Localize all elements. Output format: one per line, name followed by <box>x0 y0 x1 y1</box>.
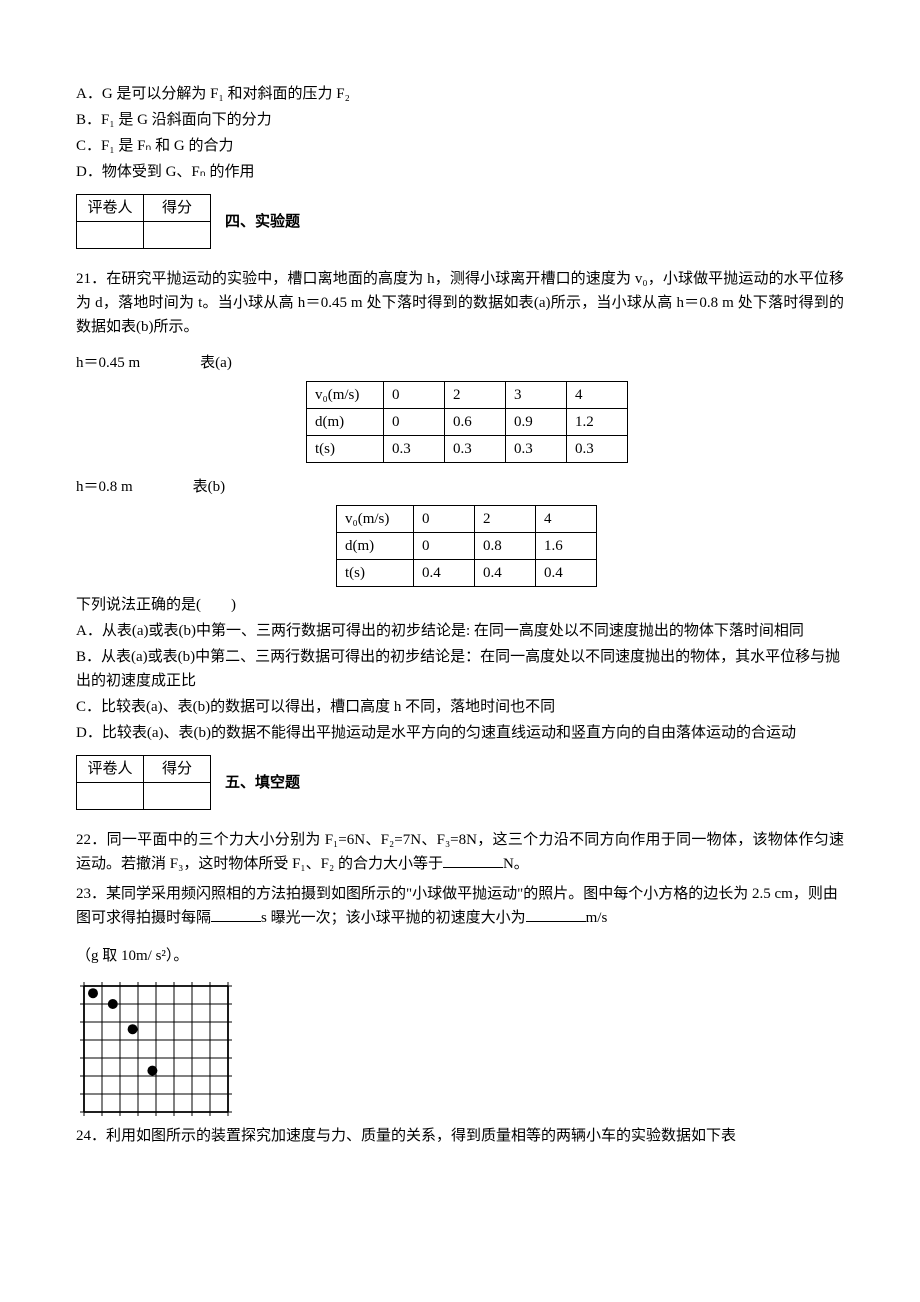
cell: 0.3 <box>567 436 628 463</box>
cell: 2 <box>445 382 506 409</box>
cell: t(s) <box>337 560 414 587</box>
score-col-reviewer: 评卷人 <box>77 756 144 783</box>
q21-number: 21． <box>76 271 106 287</box>
cell: 0.6 <box>445 409 506 436</box>
cell: d(m) <box>307 409 384 436</box>
q20-opt-b: B．F₁ 是 G 沿斜面向下的分力 <box>76 108 844 132</box>
cell: 0.3 <box>445 436 506 463</box>
cell: 0.4 <box>414 560 475 587</box>
cell: 3 <box>506 382 567 409</box>
cell: 0 <box>414 533 475 560</box>
q21-table-b-label: h＝0.8 m 表(b) <box>76 475 844 499</box>
cell: v₀(m/s) <box>307 382 384 409</box>
cell: 0.3 <box>384 436 445 463</box>
cell: v₀(m/s) <box>337 506 414 533</box>
q23-figure <box>76 978 236 1120</box>
table-row: v₀(m/s) 0 2 3 4 <box>307 382 628 409</box>
q20-opt-c: C．F₁ 是 Fₙ 和 G 的合力 <box>76 134 844 158</box>
table-row: d(m) 0 0.8 1.6 <box>337 533 597 560</box>
q23-blank-2[interactable] <box>526 906 586 922</box>
cell: 4 <box>536 506 597 533</box>
q20-opt-a: A．G 是可以分解为 F₁ 和对斜面的压力 F₂ <box>76 82 844 106</box>
q21-opt-b: B．从表(a)或表(b)中第二、三两行数据可得出的初步结论是：在同一高度处以不同… <box>76 645 844 693</box>
score-cell-empty <box>77 222 144 249</box>
cell: 1.6 <box>536 533 597 560</box>
section-5-title: 五、填空题 <box>225 771 300 795</box>
q22: 22．同一平面中的三个力大小分别为 F₁=6N、F₂=7N、F₃=8N，这三个力… <box>76 828 844 876</box>
q22-number: 22． <box>76 832 107 848</box>
q24-number: 24． <box>76 1128 106 1144</box>
q20-opt-d: D．物体受到 G、Fₙ 的作用 <box>76 160 844 184</box>
section-4-header: 评卷人 得分 四、实验题 <box>76 194 844 249</box>
table-row: t(s) 0.3 0.3 0.3 0.3 <box>307 436 628 463</box>
score-cell-empty <box>77 783 144 810</box>
cell: 4 <box>567 382 628 409</box>
table-row: t(s) 0.4 0.4 0.4 <box>337 560 597 587</box>
score-col-score: 得分 <box>144 756 211 783</box>
q20-options: A．G 是可以分解为 F₁ 和对斜面的压力 F₂ B．F₁ 是 G 沿斜面向下的… <box>76 82 844 184</box>
cell: 2 <box>475 506 536 533</box>
cell: 0.3 <box>506 436 567 463</box>
score-col-score: 得分 <box>144 195 211 222</box>
cell: 1.2 <box>567 409 628 436</box>
cell: 0.9 <box>506 409 567 436</box>
q21-opt-a: A．从表(a)或表(b)中第一、三两行数据可得出的初步结论是: 在同一高度处以不… <box>76 619 844 643</box>
q24: 24．利用如图所示的装置探究加速度与力、质量的关系，得到质量相等的两辆小车的实验… <box>76 1124 844 1148</box>
q21-table-b: v₀(m/s) 0 2 4 d(m) 0 0.8 1.6 t(s) 0.4 0.… <box>336 505 597 587</box>
q23: 23．某同学采用频闪照相的方法拍摄到如图所示的"小球做平抛运动"的照片。图中每个… <box>76 882 844 930</box>
section-4-title: 四、实验题 <box>225 210 300 234</box>
cell: 0.4 <box>536 560 597 587</box>
score-col-reviewer: 评卷人 <box>77 195 144 222</box>
score-table-5: 评卷人 得分 <box>76 755 211 810</box>
table-row: d(m) 0 0.6 0.9 1.2 <box>307 409 628 436</box>
cell: 0 <box>414 506 475 533</box>
q21-text: 在研究平抛运动的实验中，槽口离地面的高度为 h，测得小球离开槽口的速度为 v₀，… <box>76 271 844 335</box>
q22-text-b: N。 <box>503 856 529 872</box>
q23-tail: （g 取 10m/ s²）。 <box>76 944 844 968</box>
cell: t(s) <box>307 436 384 463</box>
q23-number: 23． <box>76 886 106 902</box>
q24-text: 利用如图所示的装置探究加速度与力、质量的关系，得到质量相等的两辆小车的实验数据如… <box>106 1128 736 1144</box>
score-table-4: 评卷人 得分 <box>76 194 211 249</box>
q23-blank-1[interactable] <box>211 906 261 922</box>
q22-blank[interactable] <box>443 852 503 868</box>
q21-table-a-wrap: v₀(m/s) 0 2 3 4 d(m) 0 0.6 0.9 1.2 t(s) … <box>306 381 844 463</box>
q21-question: 下列说法正确的是( ) <box>76 593 844 617</box>
q23-text-b: s 曝光一次；该小球平抛的初速度大小为 <box>261 910 526 926</box>
score-cell-empty <box>144 783 211 810</box>
cell: 0.8 <box>475 533 536 560</box>
q21-stem: 21．在研究平抛运动的实验中，槽口离地面的高度为 h，测得小球离开槽口的速度为 … <box>76 267 844 339</box>
q21-options: A．从表(a)或表(b)中第一、三两行数据可得出的初步结论是: 在同一高度处以不… <box>76 619 844 745</box>
cell: 0.4 <box>475 560 536 587</box>
q21-opt-d: D．比较表(a)、表(b)的数据不能得出平抛运动是水平方向的匀速直线运动和竖直方… <box>76 721 844 745</box>
q21-opt-c: C．比较表(a)、表(b)的数据可以得出，槽口高度 h 不同，落地时间也不同 <box>76 695 844 719</box>
cell: 0 <box>384 382 445 409</box>
q23-text-c: m/s <box>586 910 608 926</box>
cell: d(m) <box>337 533 414 560</box>
q21-table-a-label: h＝0.45 m 表(a) <box>76 351 844 375</box>
section-5-header: 评卷人 得分 五、填空题 <box>76 755 844 810</box>
table-row: v₀(m/s) 0 2 4 <box>337 506 597 533</box>
score-cell-empty <box>144 222 211 249</box>
q21-table-a: v₀(m/s) 0 2 3 4 d(m) 0 0.6 0.9 1.2 t(s) … <box>306 381 628 463</box>
q21-table-b-wrap: v₀(m/s) 0 2 4 d(m) 0 0.8 1.6 t(s) 0.4 0.… <box>336 505 844 587</box>
cell: 0 <box>384 409 445 436</box>
